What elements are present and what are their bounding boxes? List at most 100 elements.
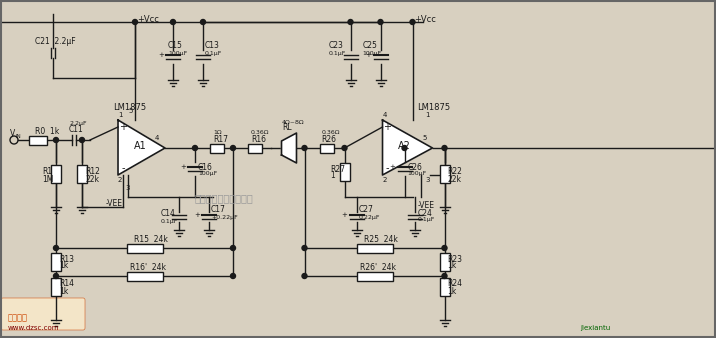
Polygon shape: [118, 120, 165, 175]
Text: 3: 3: [126, 185, 130, 191]
Text: 2: 2: [118, 177, 122, 183]
Text: jiexiantu: jiexiantu: [580, 325, 610, 331]
Circle shape: [410, 20, 415, 24]
Text: +0.22μF: +0.22μF: [211, 215, 238, 219]
Circle shape: [442, 145, 447, 150]
Text: C11: C11: [69, 125, 84, 135]
Text: R25  24k: R25 24k: [364, 236, 398, 244]
Text: 1k: 1k: [448, 262, 457, 270]
Text: R1: R1: [42, 168, 52, 176]
Text: C15: C15: [168, 42, 183, 50]
Text: 3: 3: [425, 177, 430, 183]
Text: R27: R27: [331, 165, 346, 173]
Text: 5: 5: [422, 135, 427, 141]
Text: 0.1μF: 0.1μF: [329, 50, 346, 55]
Text: 1k: 1k: [448, 287, 457, 295]
Text: C27: C27: [359, 206, 373, 215]
Circle shape: [342, 145, 347, 150]
Text: -VEE: -VEE: [417, 200, 435, 210]
Bar: [127, 271, 163, 281]
Text: A2: A2: [398, 141, 411, 151]
Text: R24: R24: [448, 280, 463, 289]
Text: 1: 1: [331, 171, 335, 180]
Text: -: -: [386, 163, 390, 173]
Bar: [77, 165, 87, 183]
FancyBboxPatch shape: [1, 298, 85, 330]
Text: C24: C24: [417, 209, 432, 217]
Text: 100μF: 100μF: [407, 171, 427, 176]
Bar: [357, 271, 392, 281]
Text: 0.1μF: 0.1μF: [417, 217, 435, 222]
Text: R22: R22: [448, 168, 463, 176]
Bar: [319, 144, 334, 152]
Text: R0  1k: R0 1k: [35, 127, 59, 137]
Text: +: +: [390, 164, 395, 170]
Text: 0.1μF: 0.1μF: [205, 50, 223, 55]
Circle shape: [442, 273, 447, 279]
Text: LM1875: LM1875: [113, 103, 146, 113]
Text: 22k: 22k: [448, 174, 462, 184]
Text: V: V: [10, 128, 15, 138]
Text: 1Ω: 1Ω: [213, 130, 222, 136]
Circle shape: [302, 145, 307, 150]
Circle shape: [378, 20, 383, 24]
Text: 0.36Ω: 0.36Ω: [251, 130, 269, 136]
Text: +: +: [180, 164, 186, 170]
Circle shape: [231, 245, 236, 250]
Text: 4: 4: [382, 112, 387, 118]
Text: 2: 2: [382, 177, 387, 183]
Circle shape: [54, 245, 59, 250]
Bar: [51, 278, 61, 296]
Text: R13: R13: [59, 255, 74, 264]
Text: +Vcc: +Vcc: [415, 15, 436, 24]
Text: R17: R17: [213, 136, 228, 145]
Text: C16: C16: [198, 163, 213, 171]
Text: 100μF: 100μF: [362, 50, 382, 55]
Text: 1k: 1k: [59, 287, 68, 295]
Text: R16'  24k: R16' 24k: [130, 264, 167, 272]
Text: C21  2.2μF: C21 2.2μF: [35, 38, 76, 47]
Circle shape: [54, 138, 59, 143]
Text: 1M: 1M: [42, 174, 54, 184]
Polygon shape: [382, 120, 432, 175]
Circle shape: [193, 145, 198, 150]
Text: R15  24k: R15 24k: [135, 236, 168, 244]
Bar: [440, 253, 450, 271]
Text: +Vcc: +Vcc: [137, 15, 159, 24]
Text: 2.2μF: 2.2μF: [69, 121, 87, 125]
Bar: [29, 136, 47, 145]
Circle shape: [231, 273, 236, 279]
Bar: [51, 253, 61, 271]
Circle shape: [302, 273, 307, 279]
Text: 1k: 1k: [59, 262, 68, 270]
Text: R23: R23: [448, 255, 463, 264]
Text: 22k: 22k: [85, 174, 99, 184]
Circle shape: [79, 138, 84, 143]
Circle shape: [200, 20, 205, 24]
Text: C13: C13: [205, 42, 220, 50]
Text: 100μF: 100μF: [198, 171, 217, 176]
Circle shape: [231, 145, 236, 150]
Text: R26: R26: [321, 136, 337, 145]
Circle shape: [302, 245, 307, 250]
Text: C14: C14: [161, 210, 176, 218]
Circle shape: [170, 20, 175, 24]
Circle shape: [442, 245, 447, 250]
Polygon shape: [281, 133, 296, 163]
Text: 1: 1: [425, 112, 430, 118]
Text: C23: C23: [329, 42, 344, 50]
Text: 1: 1: [117, 112, 122, 118]
Text: 0.1μF: 0.1μF: [161, 218, 178, 223]
Text: C26: C26: [407, 163, 422, 171]
Text: +: +: [194, 212, 200, 218]
Circle shape: [132, 20, 137, 24]
Text: 100μF: 100μF: [168, 50, 188, 55]
Circle shape: [54, 273, 59, 279]
Text: 4: 4: [155, 135, 159, 141]
Text: 0.22μF: 0.22μF: [359, 215, 380, 219]
Text: C17: C17: [211, 206, 226, 215]
Circle shape: [402, 145, 407, 150]
Bar: [127, 243, 163, 252]
Text: R16: R16: [251, 136, 266, 145]
Text: 维库一卡: 维库一卡: [8, 314, 28, 322]
